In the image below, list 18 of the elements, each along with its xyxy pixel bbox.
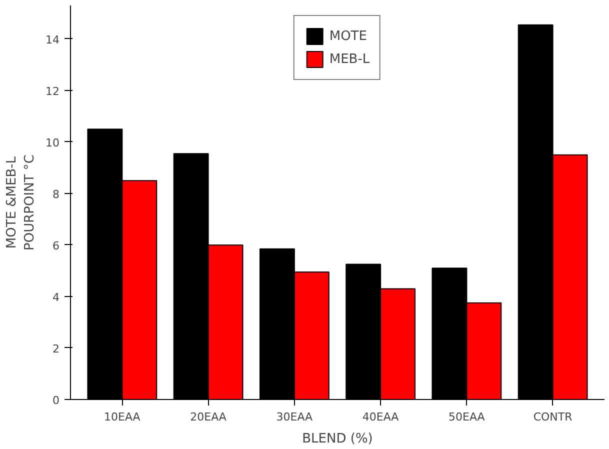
y-tick-label: 12 [46,84,60,98]
x-tick-label: 10EAA [104,410,141,424]
y-tick-label: 14 [46,33,60,46]
x-axis-title: BLEND (%) [302,432,373,446]
x-tick-label: CONTR [533,410,573,424]
y-tick-label: 0 [52,394,60,407]
y-tick-label: 8 [52,188,60,201]
legend-label: MOTE [329,28,367,44]
x-tick-label: 50EAA [448,410,486,424]
y-tick-label: 4 [52,290,60,304]
x-tick-label: 30EAA [276,410,314,424]
x-tick-label: 40EAA [362,410,400,424]
y-axis-title: MOTE &MEB-L POURPOINT °C [4,154,38,250]
legend-label: MEB-L [329,52,370,66]
x-tick-label: 20EAA [190,410,227,424]
y-tick-label: 6 [52,239,60,252]
y-tick-label: 2 [52,342,60,356]
y-tick-label: 10 [46,136,60,150]
